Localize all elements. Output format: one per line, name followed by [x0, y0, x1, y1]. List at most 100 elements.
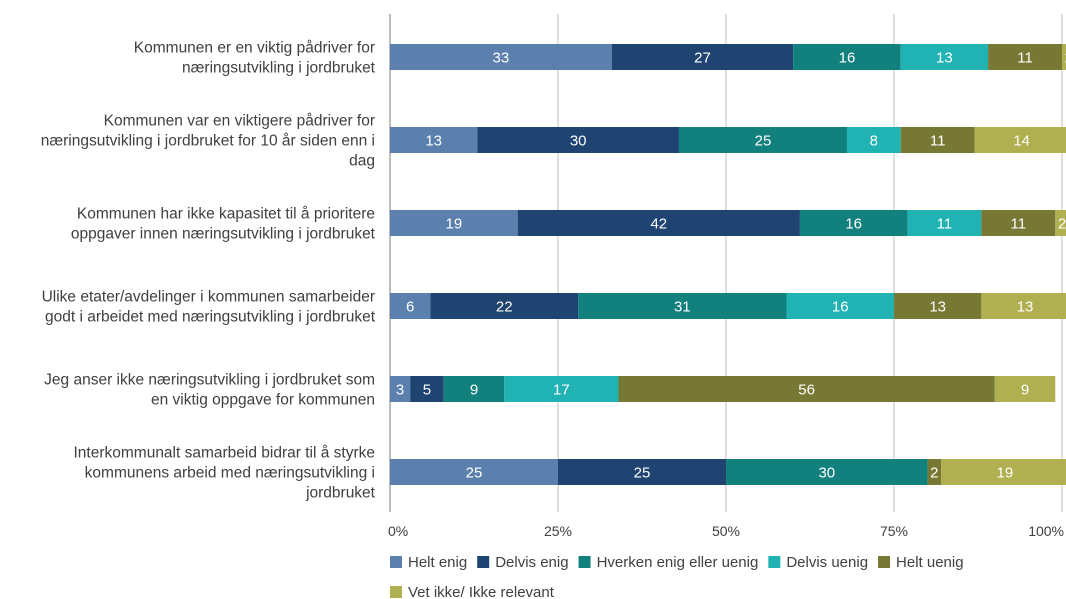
bar-segment [786, 293, 894, 319]
category-label: Interkommunalt samarbeid bidrar til å st… [73, 445, 375, 502]
bar-segment [611, 44, 794, 70]
category-label-line: oppgaver innen næringsutvikling i jordbr… [71, 226, 376, 243]
category-label: Jeg anser ikke næringsutvikling i jordbr… [44, 372, 375, 409]
x-tick-label: 0% [388, 523, 408, 539]
bar-value-label: 16 [832, 299, 849, 316]
category-label-line: kommunens arbeid med næringsutvikling i [85, 465, 375, 482]
bar-value-label: 14 [1013, 133, 1030, 150]
x-tick-label: 25% [544, 523, 572, 539]
category-label: Kommunen var en viktigere pådriver for næ… [41, 113, 375, 170]
bar-segment [981, 293, 1066, 319]
bar-segment [390, 210, 518, 236]
bar-segment [477, 127, 679, 153]
bar-value-label: 13 [425, 133, 442, 150]
category-labels: Kommunen er en viktig pådriver for næring… [41, 40, 376, 502]
category-label-line: dag [349, 153, 375, 170]
bar-segment [517, 210, 800, 236]
category-label-line: en viktig oppgave for kommunen [151, 392, 375, 409]
bar-segment [678, 127, 847, 153]
category-label-line: Kommunen var en viktigere pådriver for [104, 113, 375, 130]
bar-segment [994, 376, 1056, 402]
bar-value-label: 42 [650, 216, 667, 233]
bar-segment [900, 127, 975, 153]
legend-swatch [477, 556, 490, 568]
bar-segment [1062, 44, 1066, 70]
bar-value-label: 33 [493, 50, 510, 67]
legend-label: Helt uenig [896, 554, 964, 571]
bar-value-label: 25 [634, 465, 651, 482]
x-tick-label: 75% [880, 523, 908, 539]
bar-value-label: 3 [396, 382, 404, 399]
category-label: Ulike etater/avdelinger i kommunen samar… [42, 289, 376, 326]
bar-segment [504, 376, 619, 402]
bar-value-label: 13 [1017, 299, 1034, 316]
bar-segment [390, 293, 431, 319]
legend: Helt enig Delvis enig Hverken enig eller u… [390, 554, 964, 599]
bar-value-label: 8 [870, 133, 878, 150]
legend-label: Vet ikke/ Ikke relevant [408, 584, 555, 599]
bar-segment [799, 210, 908, 236]
bar-value-label: 13 [929, 299, 946, 316]
bar-segment [558, 459, 726, 485]
bar-value-label: 19 [997, 465, 1014, 482]
bar-segment [974, 127, 1066, 153]
bar-segment [390, 127, 478, 153]
bar-value-label: 11 [1011, 216, 1027, 233]
legend-swatch [878, 556, 891, 568]
bar-value-label: 17 [553, 382, 570, 399]
bar-segment [618, 376, 995, 402]
bar-value-label: 11 [1017, 50, 1033, 67]
bar-segment [726, 459, 928, 485]
bar-value-label: 6 [406, 299, 414, 316]
legend-label: Delvis uenig [786, 554, 868, 571]
category-label: Kommunen har ikke kapasitet til å priori… [71, 206, 376, 243]
bar-value-label: 9 [1021, 382, 1029, 399]
bar-value-label: 11 [937, 216, 953, 233]
category-label-line: Jeg anser ikke næringsutvikling i jordbr… [44, 372, 375, 389]
category-label-line: næringsutvikling i jordbruket for 10 år … [41, 133, 375, 150]
legend-swatch [768, 556, 781, 568]
bar-value-label: 31 [674, 299, 691, 316]
bar-segment [578, 293, 787, 319]
bar-segments: 3327161311213302581114194216111126223116… [390, 44, 1066, 485]
legend-label: Hverken enig eller uenig [597, 554, 759, 571]
bar-segment [988, 44, 1062, 70]
legend-swatch [390, 586, 402, 598]
bar-value-label: 27 [694, 50, 711, 67]
category-label-line: Kommunen har ikke kapasitet til å priori… [77, 206, 375, 223]
bar-value-label: 30 [570, 133, 587, 150]
category-label-line: næringsutvikling i jordbruket [182, 60, 376, 77]
category-label-line: jordbruket [305, 485, 376, 502]
category-label-line: Interkommunalt samarbeid bidrar til å st… [73, 445, 375, 462]
bar-value-label: 5 [423, 382, 431, 399]
bar-segment [900, 44, 989, 70]
bar-segment [846, 127, 901, 153]
bar-value-label: 2 [930, 465, 938, 482]
legend-swatch [390, 556, 402, 568]
bar-segment [894, 293, 982, 319]
bar-segment [793, 44, 901, 70]
legend-label: Helt enig [408, 554, 467, 571]
bar-segment [430, 293, 579, 319]
bar-value-label: 9 [470, 382, 478, 399]
legend-label: Delvis enig [495, 554, 568, 571]
category-label-line: godt i arbeidet med næringsutvikling i j… [45, 309, 376, 326]
bar-segment [390, 376, 411, 402]
bar-segment [443, 376, 505, 402]
bar-value-label: 2 [1065, 50, 1066, 67]
bar-value-label: 30 [818, 465, 835, 482]
x-tick-label: 50% [712, 523, 740, 539]
bar-segment [390, 44, 612, 70]
gridlines [389, 14, 1063, 512]
bar-value-label: 25 [755, 133, 772, 150]
category-label: Kommunen er en viktig pådriver for næring… [134, 40, 376, 77]
bar-segment [390, 459, 558, 485]
bar-segment [1055, 210, 1066, 236]
legend-swatch [578, 556, 591, 568]
bar-value-label: 25 [466, 465, 483, 482]
bar-segment [981, 210, 1056, 236]
bar-segment [907, 210, 982, 236]
bar-value-label: 16 [839, 50, 856, 67]
bar-value-label: 11 [930, 133, 946, 150]
